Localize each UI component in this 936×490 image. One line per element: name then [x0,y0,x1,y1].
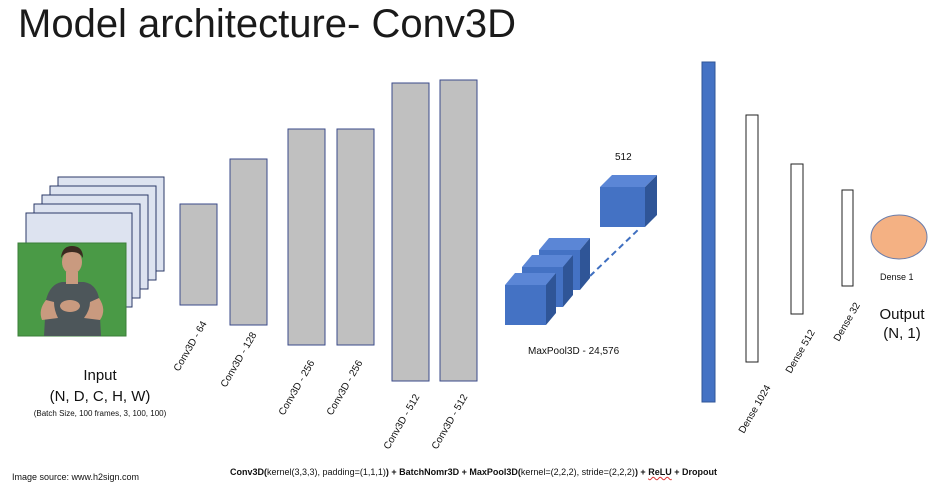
input-shape: (N, D, C, H, W) [49,388,151,405]
conv-bar-4 [336,128,375,346]
input-detail: (Batch Size, 100 frames, 3, 100, 100) [33,409,167,418]
dense-layers [745,114,854,363]
output-title: Output [879,306,925,323]
dashed-connector [589,227,641,277]
dense-bar-512 [790,163,804,315]
formula-part-6: ReLU [648,467,672,477]
output-shape: (N, 1) [883,325,921,342]
conv-bar-3 [287,128,326,346]
formula-part-2: kernel(3,3,3), padding=(1,1,1) [267,467,386,477]
maxpool-cubes [505,175,657,325]
conv-layers [179,79,478,382]
pool-cube-label: 512 [615,152,632,163]
dense-bar-1024 [745,114,759,363]
conv-bar-2 [229,158,268,326]
pool-cube-512 [600,175,657,227]
input-video-frame [17,242,127,337]
conv-bar-6 [439,79,478,382]
output-label: Output (N, 1) [872,305,932,343]
formula-part-5: ) + [634,467,649,477]
pool-cube-1 [505,273,556,325]
formula-part-4: kernel=(2,2,2), stride=(2,2,2) [520,467,635,477]
formula-part-3: ) + BatchNomr3D + MaxPool3D( [385,467,521,477]
dense-final-label: Dense 1 [880,272,914,282]
layer-formula: Conv3D(kernel(3,3,3), padding=(1,1,1)) +… [230,467,717,477]
conv-bar-5 [391,82,430,382]
pool-label: MaxPool3D - 24,576 [528,346,620,357]
formula-part-1: Conv3D( [230,467,268,477]
page-title: Model architecture- Conv3D [18,2,516,46]
image-source: Image source: www.h2sign.com [12,472,140,482]
flatten-bar [701,61,716,403]
conv-bar-1 [179,203,218,306]
output-node [870,214,928,260]
input-label: Input [83,367,117,384]
dense-bar-32 [841,189,854,287]
formula-part-7: + Dropout [671,467,717,477]
